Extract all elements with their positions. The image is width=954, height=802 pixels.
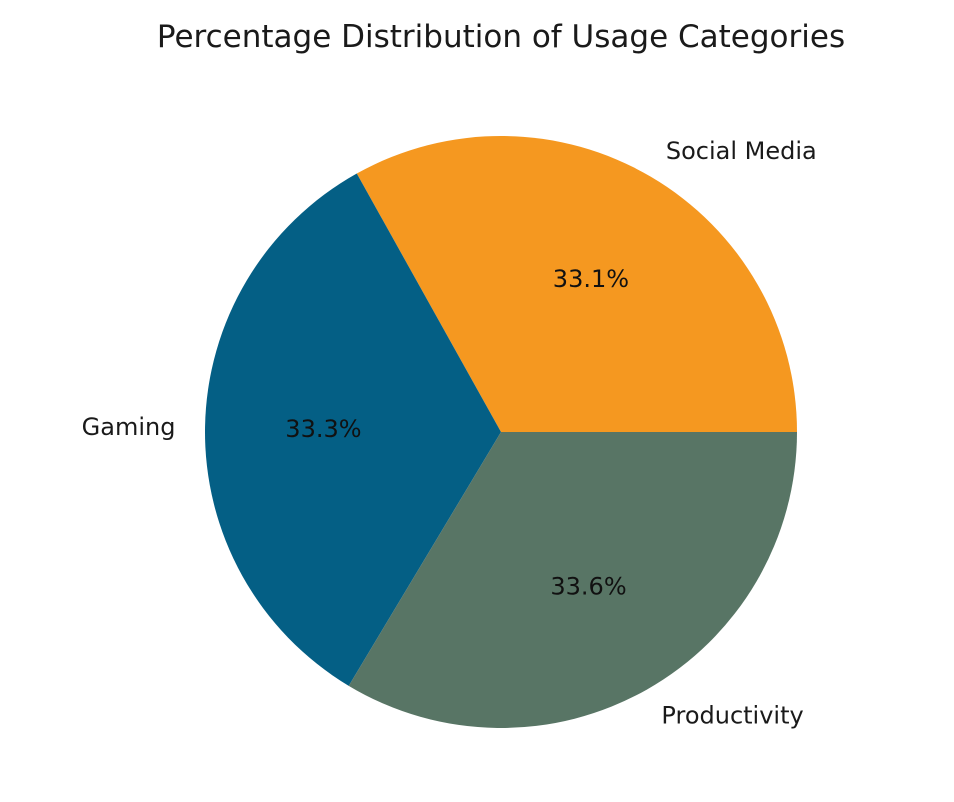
pie-slice-social-media (356, 136, 797, 433)
pie-slice-gaming (205, 173, 502, 686)
slice-label-gaming: Gaming (82, 413, 176, 441)
pie-slices (205, 136, 797, 728)
pct-label-productivity: 33.6% (550, 573, 626, 601)
pct-label-gaming: 33.3% (285, 415, 361, 443)
slice-label-social-media: Social Media (666, 137, 817, 165)
slice-label-productivity: Productivity (661, 701, 803, 729)
chart-title: Percentage Distribution of Usage Categor… (157, 19, 845, 55)
pie-labels: Social Media 33.1% Gaming 33.3% Productivity… (82, 137, 817, 729)
pct-label-social-media: 33.1% (553, 265, 629, 293)
pie-slice-productivity (348, 432, 797, 728)
